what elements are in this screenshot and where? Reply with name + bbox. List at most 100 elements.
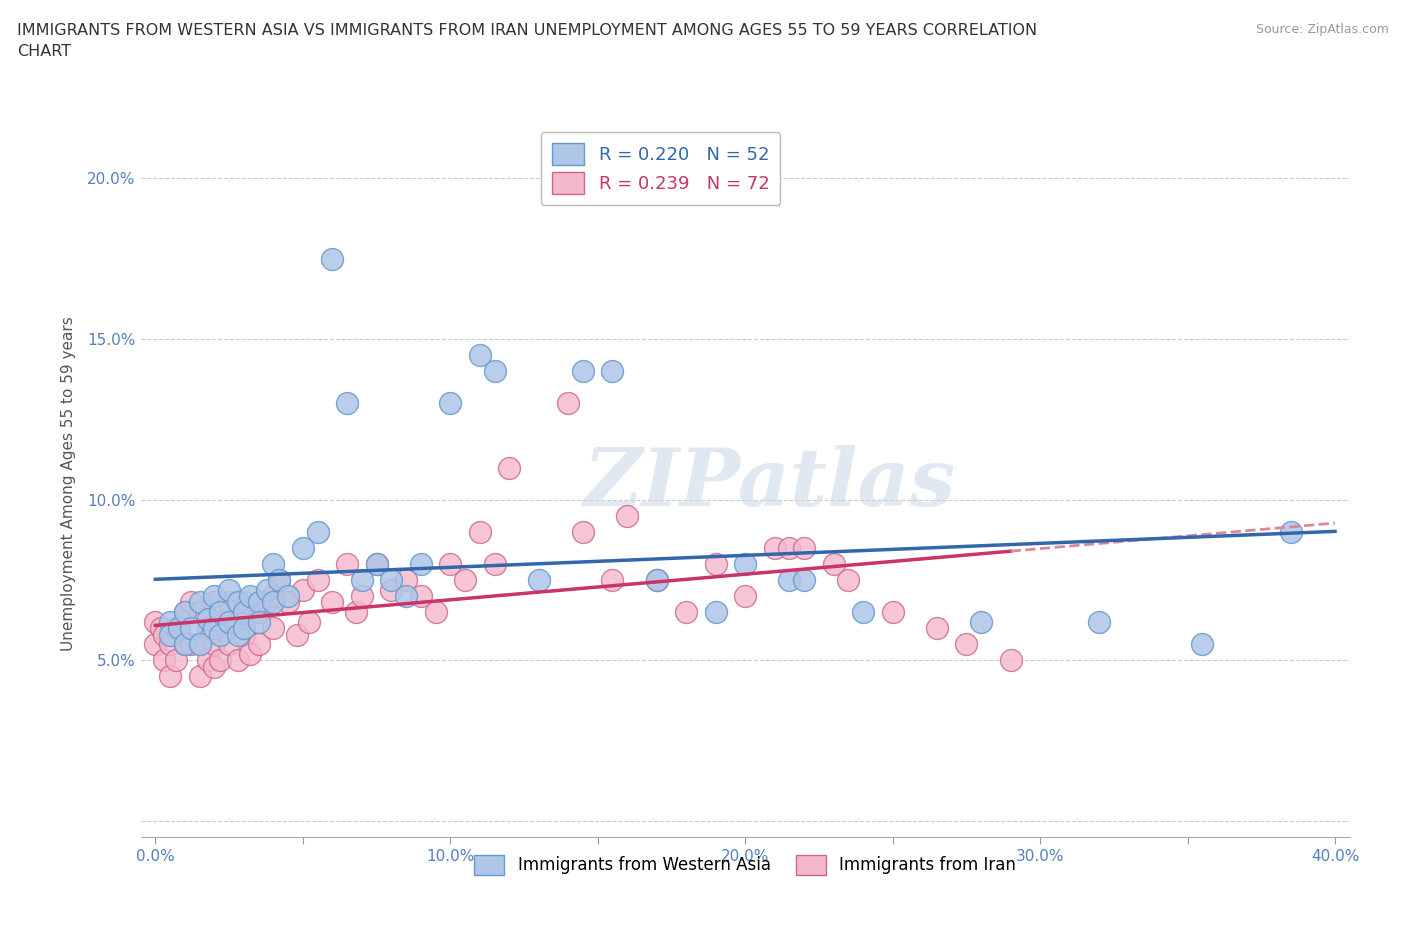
Point <box>1279 525 1302 539</box>
Point <box>173 604 195 619</box>
Point <box>498 460 520 475</box>
Point <box>277 589 299 604</box>
Point <box>557 396 579 411</box>
Point <box>1191 637 1213 652</box>
Point <box>197 611 219 626</box>
Point <box>150 620 173 635</box>
Point <box>262 589 284 604</box>
Text: IMMIGRANTS FROM WESTERN ASIA VS IMMIGRANTS FROM IRAN UNEMPLOYMENT AMONG AGES 55 : IMMIGRANTS FROM WESTERN ASIA VS IMMIGRAN… <box>17 23 1038 60</box>
Point <box>218 582 240 597</box>
Point <box>165 653 187 668</box>
Point <box>823 556 845 571</box>
Point <box>734 556 756 571</box>
Point <box>209 615 232 630</box>
Point <box>188 604 211 619</box>
Point <box>793 573 815 588</box>
Point <box>226 615 249 630</box>
Point <box>484 364 506 379</box>
Point <box>484 556 506 571</box>
Point <box>247 637 270 652</box>
Point <box>454 573 477 588</box>
Point <box>285 627 308 642</box>
Point <box>188 595 211 610</box>
Point <box>409 556 432 571</box>
Point <box>202 637 225 652</box>
Point <box>344 604 367 619</box>
Point <box>763 540 786 555</box>
Point <box>180 620 202 635</box>
Point <box>291 540 314 555</box>
Point <box>350 573 373 588</box>
Point <box>180 637 202 652</box>
Point <box>256 595 278 610</box>
Point <box>247 595 270 610</box>
Point <box>159 627 181 642</box>
Point <box>209 627 232 642</box>
Point <box>218 615 240 630</box>
Point <box>350 589 373 604</box>
Point <box>602 573 624 588</box>
Point <box>380 582 402 597</box>
Point <box>218 595 240 610</box>
Point <box>527 573 550 588</box>
Point <box>269 573 291 588</box>
Point <box>380 573 402 588</box>
Point <box>645 573 668 588</box>
Point <box>269 573 291 588</box>
Point <box>159 669 181 684</box>
Point <box>202 620 225 635</box>
Point <box>468 348 491 363</box>
Point <box>439 396 461 411</box>
Point <box>970 615 993 630</box>
Point <box>425 604 447 619</box>
Point <box>165 620 187 635</box>
Point <box>167 620 190 635</box>
Point <box>321 595 343 610</box>
Point <box>202 589 225 604</box>
Point <box>298 615 321 630</box>
Point <box>675 604 697 619</box>
Point <box>197 653 219 668</box>
Point <box>232 595 254 610</box>
Point <box>366 556 388 571</box>
Point <box>336 556 359 571</box>
Point <box>395 573 418 588</box>
Point <box>188 637 211 652</box>
Point <box>173 604 195 619</box>
Point <box>232 604 254 619</box>
Text: Source: ZipAtlas.com: Source: ZipAtlas.com <box>1256 23 1389 36</box>
Point <box>395 589 418 604</box>
Point <box>256 582 278 597</box>
Point <box>321 251 343 266</box>
Legend: Immigrants from Western Asia, Immigrants from Iran: Immigrants from Western Asia, Immigrants… <box>468 848 1022 882</box>
Point <box>159 637 181 652</box>
Point <box>143 637 166 652</box>
Point <box>262 556 284 571</box>
Point <box>159 615 181 630</box>
Point <box>226 595 249 610</box>
Point <box>704 604 727 619</box>
Point <box>572 364 595 379</box>
Point <box>925 620 948 635</box>
Point <box>143 615 166 630</box>
Point <box>307 525 329 539</box>
Point <box>232 620 254 635</box>
Y-axis label: Unemployment Among Ages 55 to 59 years: Unemployment Among Ages 55 to 59 years <box>62 316 76 651</box>
Point <box>209 604 232 619</box>
Point <box>645 573 668 588</box>
Point <box>197 620 219 635</box>
Point <box>882 604 904 619</box>
Point <box>955 637 977 652</box>
Point <box>852 604 875 619</box>
Point <box>291 582 314 597</box>
Point <box>793 540 815 555</box>
Point <box>277 595 299 610</box>
Point <box>239 646 262 661</box>
Point <box>226 653 249 668</box>
Point <box>602 364 624 379</box>
Point <box>180 595 202 610</box>
Point <box>153 653 176 668</box>
Point <box>247 604 270 619</box>
Point <box>616 509 638 524</box>
Point <box>366 556 388 571</box>
